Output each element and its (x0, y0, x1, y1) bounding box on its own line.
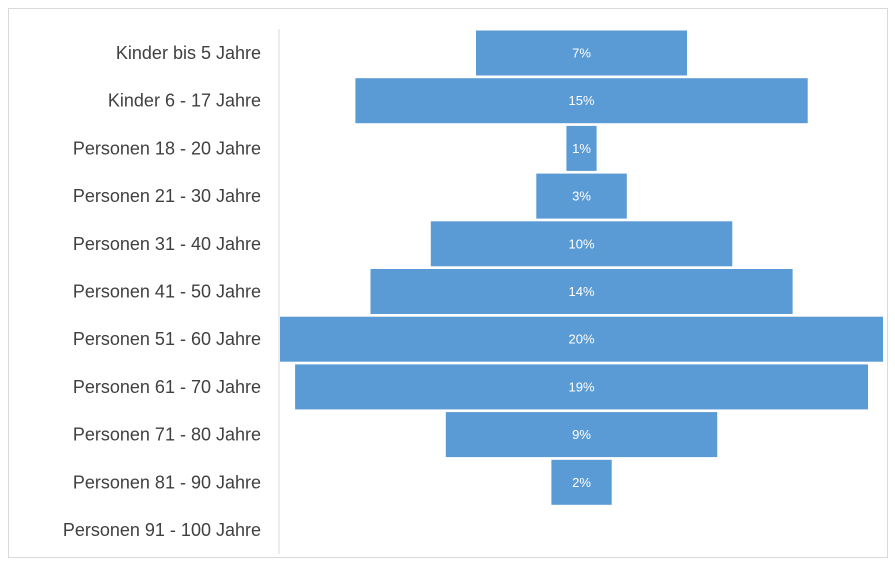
bar (536, 173, 627, 219)
category-label: Personen 61 - 70 Jahre (73, 377, 261, 397)
bar (280, 316, 883, 362)
bar (430, 221, 733, 267)
chart-container: Kinder bis 5 Jahre Kinder 6 - 17 Jahre Per… (8, 8, 888, 558)
bar (551, 459, 612, 505)
population-pyramid-chart: Kinder bis 5 Jahre Kinder 6 - 17 Jahre Per… (63, 29, 883, 554)
bar-value-label: 10% (568, 236, 594, 251)
bar (476, 30, 687, 76)
bar (370, 269, 793, 314)
bar (355, 78, 808, 124)
value-labels: 7% 15% 1% 3% 10% 14% 20% 19% 9% 2% (568, 46, 594, 490)
bar (295, 364, 869, 410)
bar-value-label: 7% (572, 46, 591, 61)
bar-value-label: 9% (572, 427, 591, 442)
bars (280, 30, 883, 505)
category-label: Personen 21 - 30 Jahre (73, 186, 261, 206)
category-label: Personen 51 - 60 Jahre (73, 329, 261, 349)
bar-value-label: 1% (572, 141, 591, 156)
bar-value-label: 2% (572, 475, 591, 490)
category-label: Personen 31 - 40 Jahre (73, 234, 261, 254)
category-labels: Kinder bis 5 Jahre Kinder 6 - 17 Jahre Per… (63, 43, 261, 540)
category-label: Kinder 6 - 17 Jahre (108, 91, 261, 111)
bar-value-label: 15% (568, 93, 594, 108)
bar (566, 125, 597, 171)
category-label: Personen 18 - 20 Jahre (73, 138, 261, 158)
category-label: Kinder bis 5 Jahre (116, 43, 261, 63)
category-label: Personen 91 - 100 Jahre (63, 520, 261, 540)
bar-value-label: 14% (568, 284, 594, 299)
bar-value-label: 19% (568, 379, 594, 394)
bar (445, 412, 718, 458)
bar-value-label: 3% (572, 189, 591, 204)
category-label: Personen 81 - 90 Jahre (73, 472, 261, 492)
category-label: Personen 71 - 80 Jahre (73, 425, 261, 445)
category-label: Personen 41 - 50 Jahre (73, 282, 261, 302)
bar-value-label: 20% (568, 332, 594, 347)
